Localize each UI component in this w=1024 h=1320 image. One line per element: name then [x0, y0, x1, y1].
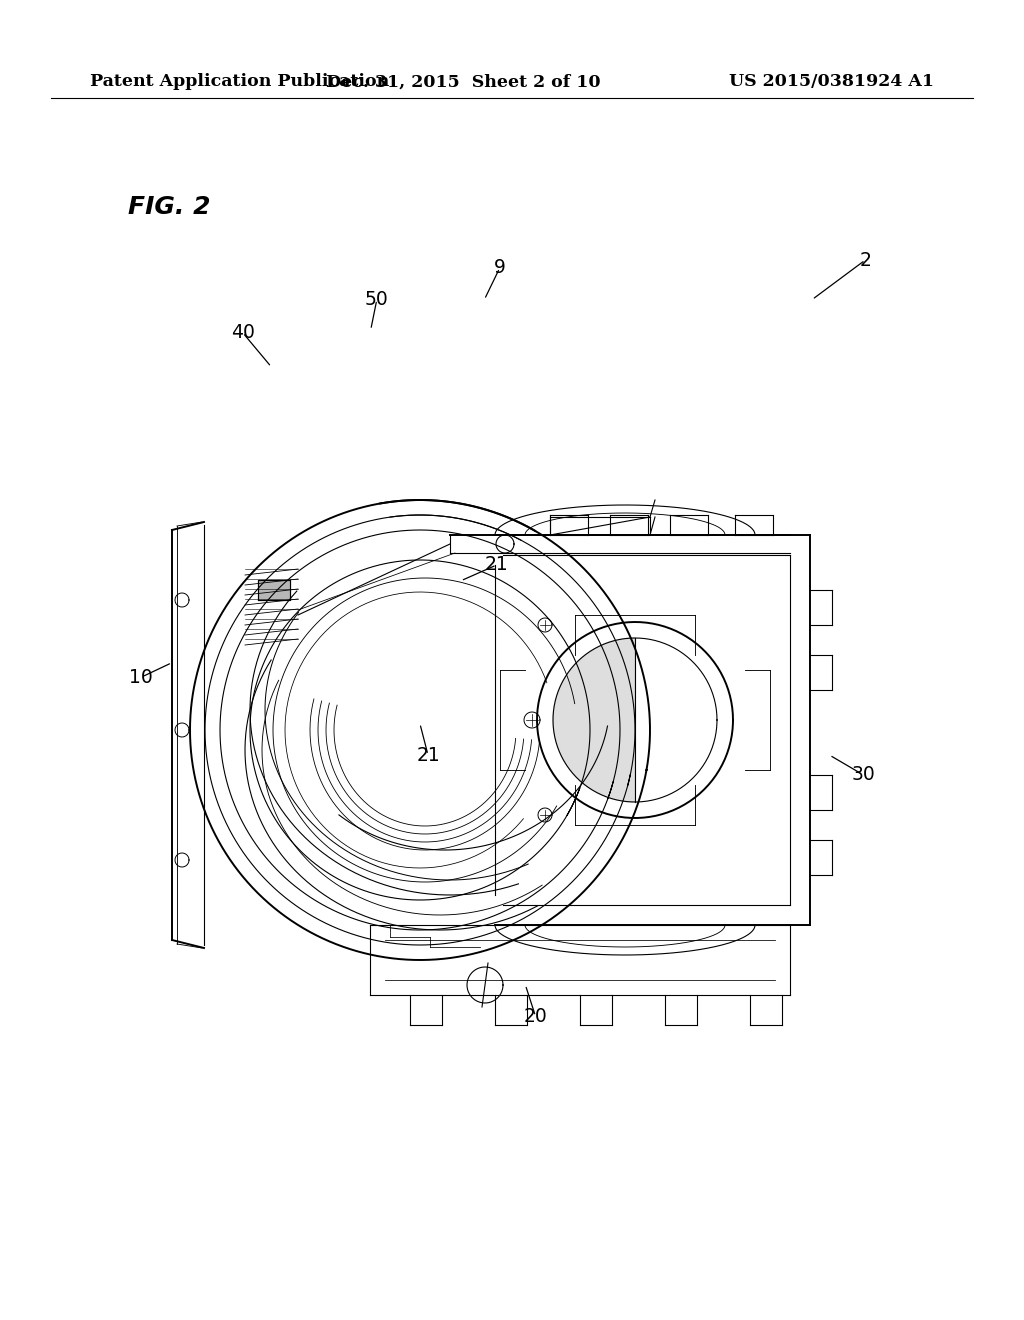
- Text: 9: 9: [494, 259, 506, 277]
- Text: US 2015/0381924 A1: US 2015/0381924 A1: [729, 74, 934, 90]
- Text: Dec. 31, 2015  Sheet 2 of 10: Dec. 31, 2015 Sheet 2 of 10: [326, 74, 600, 90]
- Text: 30: 30: [851, 766, 876, 784]
- Polygon shape: [553, 638, 635, 803]
- Text: 10: 10: [129, 668, 154, 686]
- Text: FIG. 2: FIG. 2: [128, 195, 211, 219]
- Text: 50: 50: [365, 290, 389, 309]
- Polygon shape: [258, 579, 290, 601]
- Text: 2: 2: [859, 251, 871, 269]
- Text: 21: 21: [416, 746, 440, 764]
- Text: 20: 20: [523, 1007, 548, 1026]
- Text: 21: 21: [484, 556, 509, 574]
- Text: 40: 40: [230, 323, 255, 342]
- Text: Patent Application Publication: Patent Application Publication: [90, 74, 389, 90]
